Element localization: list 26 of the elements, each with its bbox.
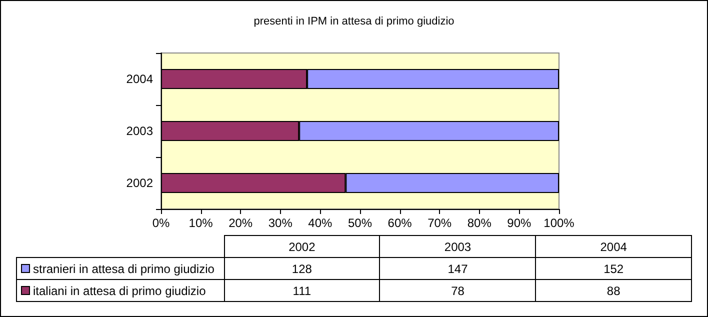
data-label: 78 <box>380 280 536 302</box>
data-label: 88 <box>536 280 692 302</box>
y-tick-label: 2002 <box>126 176 154 190</box>
x-tick-label: 30% <box>268 216 293 230</box>
y-tick-label: 2003 <box>126 124 154 138</box>
x-tick-label: 80% <box>467 216 492 230</box>
chart-title: presenti in IPM in attesa di primo giudizio <box>254 16 454 28</box>
legend-label: stranieri in attesa di primo giudizio <box>16 258 224 280</box>
x-tick-label: 100% <box>544 216 575 230</box>
data-label: 111 <box>224 280 380 302</box>
legend-label: italiani in attesa di primo giudizio <box>16 280 224 302</box>
x-tick-label: 50% <box>348 216 372 230</box>
category-label: 2004 <box>536 236 692 258</box>
category-label: 2003 <box>380 236 536 258</box>
y-tick-label: 2004 <box>126 72 154 86</box>
category-label: 2002 <box>224 236 380 258</box>
x-tick-label: 40% <box>308 216 333 230</box>
data-label: 147 <box>380 258 536 280</box>
data-label: 128 <box>224 258 380 280</box>
x-tick-label: 60% <box>388 216 412 230</box>
data-label: 152 <box>536 258 692 280</box>
x-tick-label: 0% <box>152 216 170 230</box>
x-tick-label: 10% <box>188 216 214 230</box>
x-tick-label: 70% <box>428 216 452 230</box>
x-tick-label: 90% <box>507 216 532 230</box>
x-tick-label: 20% <box>228 216 253 230</box>
